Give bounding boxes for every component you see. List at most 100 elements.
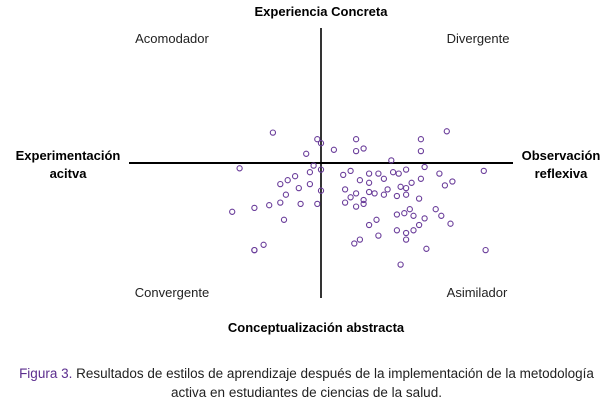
data-point bbox=[310, 162, 317, 169]
data-point bbox=[352, 190, 360, 197]
data-point bbox=[401, 210, 408, 217]
data-point bbox=[421, 163, 428, 171]
data-point bbox=[317, 187, 325, 194]
data-point bbox=[351, 240, 358, 247]
data-point bbox=[441, 182, 449, 189]
data-point bbox=[436, 170, 443, 177]
data-point bbox=[402, 184, 410, 192]
axis-label-right-line1: Observación bbox=[522, 148, 601, 163]
data-point bbox=[360, 196, 367, 204]
axis-label-right-line2: reflexiva bbox=[535, 166, 589, 181]
data-point bbox=[393, 227, 401, 234]
data-point bbox=[380, 175, 388, 182]
data-point bbox=[251, 246, 258, 254]
data-point bbox=[402, 229, 410, 237]
data-point bbox=[415, 195, 423, 202]
quadrant-label-bottom-right: Asimilador bbox=[447, 285, 508, 300]
data-point bbox=[314, 200, 321, 208]
figure-caption: Figura 3. Resultados de estilos de apren… bbox=[0, 364, 613, 402]
data-point bbox=[480, 167, 487, 175]
data-point bbox=[365, 170, 373, 177]
data-point bbox=[415, 221, 423, 229]
data-point bbox=[438, 212, 445, 219]
quadrant-label-top-right: Divergente bbox=[447, 31, 510, 46]
data-point bbox=[303, 150, 310, 157]
quadrant-label-top-left: Acomodador bbox=[135, 31, 209, 46]
data-point bbox=[408, 179, 415, 186]
data-point bbox=[417, 175, 425, 182]
data-point bbox=[384, 186, 391, 193]
data-point bbox=[317, 140, 325, 147]
data-point bbox=[375, 232, 382, 239]
data-point bbox=[423, 245, 430, 252]
data-point bbox=[347, 194, 354, 201]
data-point bbox=[306, 180, 314, 188]
data-point bbox=[341, 186, 349, 193]
data-point bbox=[352, 203, 360, 210]
data-point bbox=[395, 170, 402, 177]
data-point bbox=[449, 178, 456, 185]
data-point bbox=[365, 221, 373, 229]
data-point bbox=[306, 169, 314, 176]
data-point bbox=[277, 180, 284, 188]
data-point bbox=[229, 208, 236, 215]
data-point bbox=[260, 241, 267, 248]
data-point bbox=[340, 171, 347, 179]
data-point bbox=[373, 216, 380, 223]
data-point bbox=[365, 179, 373, 186]
data-point bbox=[291, 173, 299, 180]
data-point bbox=[397, 261, 404, 268]
data-point bbox=[356, 236, 364, 243]
axis-label-left-line1: Experimentación bbox=[16, 148, 121, 163]
data-point bbox=[410, 212, 417, 219]
figure-label: Figura 3. bbox=[19, 366, 73, 381]
axis-label-bottom: Conceptualización abstracta bbox=[228, 320, 405, 335]
data-point bbox=[365, 188, 373, 196]
data-point bbox=[482, 246, 489, 254]
data-point bbox=[410, 227, 417, 234]
data-point bbox=[347, 167, 354, 175]
data-point bbox=[421, 215, 428, 222]
data-point bbox=[417, 136, 425, 143]
data-point bbox=[389, 169, 397, 176]
data-point bbox=[388, 157, 395, 164]
data-point bbox=[380, 191, 388, 198]
data-point bbox=[341, 199, 349, 206]
data-point bbox=[443, 128, 450, 135]
data-point bbox=[360, 145, 367, 152]
data-point bbox=[393, 192, 401, 200]
data-point bbox=[352, 147, 360, 155]
data-point bbox=[371, 190, 378, 197]
quadrant-scatter-chart: Experiencia Concreta Conceptualización a… bbox=[16, 4, 601, 335]
data-point bbox=[282, 191, 290, 198]
data-point bbox=[360, 200, 367, 208]
data-point bbox=[402, 166, 410, 173]
quadrant-label-bottom-left: Convergente bbox=[135, 285, 209, 300]
data-point bbox=[432, 206, 439, 213]
data-point bbox=[447, 220, 454, 227]
data-point bbox=[330, 146, 338, 153]
data-point bbox=[269, 129, 277, 136]
data-point bbox=[284, 177, 291, 184]
data-point bbox=[393, 211, 401, 218]
data-point bbox=[417, 147, 425, 155]
figure-caption-text: Resultados de estilos de aprendizaje des… bbox=[72, 366, 594, 400]
data-point bbox=[356, 177, 364, 184]
data-point bbox=[266, 202, 273, 209]
data-point bbox=[375, 170, 382, 177]
data-point bbox=[297, 200, 304, 208]
data-point bbox=[314, 136, 321, 143]
data-point bbox=[402, 236, 410, 243]
data-points bbox=[229, 128, 489, 268]
axis-label-left-line2: acitva bbox=[50, 166, 88, 181]
data-point bbox=[236, 165, 243, 172]
data-point bbox=[295, 184, 302, 192]
data-point bbox=[277, 199, 284, 206]
data-point bbox=[280, 216, 288, 223]
data-point bbox=[251, 204, 258, 212]
axis-label-top: Experiencia Concreta bbox=[255, 4, 389, 19]
data-point bbox=[402, 191, 410, 198]
data-point bbox=[352, 136, 360, 143]
data-point bbox=[406, 206, 413, 213]
data-point bbox=[397, 183, 404, 190]
